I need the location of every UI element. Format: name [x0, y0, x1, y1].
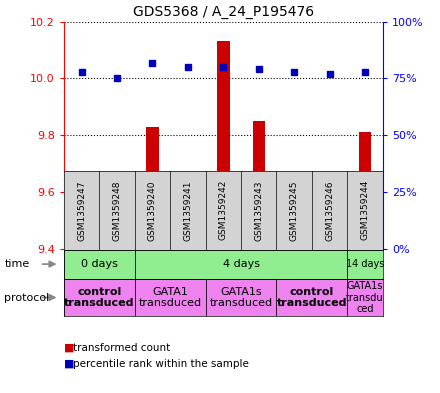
Bar: [359, 132, 371, 249]
Bar: [323, 246, 336, 249]
Text: GSM1359240: GSM1359240: [148, 180, 157, 241]
Text: protocol: protocol: [4, 293, 50, 303]
Bar: [64, 250, 135, 279]
Text: GSM1359245: GSM1359245: [290, 180, 299, 241]
Text: GSM1359244: GSM1359244: [360, 180, 370, 241]
Text: control
transduced: control transduced: [64, 287, 135, 309]
Text: 14 days: 14 days: [346, 259, 384, 269]
Bar: [276, 279, 347, 316]
Text: ■: ■: [64, 343, 74, 353]
Bar: [205, 279, 276, 316]
Bar: [288, 178, 301, 249]
Title: GDS5368 / A_24_P195476: GDS5368 / A_24_P195476: [133, 5, 314, 19]
Text: GSM1359246: GSM1359246: [325, 180, 334, 241]
Text: time: time: [4, 259, 29, 269]
Bar: [182, 246, 194, 249]
Text: control
transduced: control transduced: [277, 287, 347, 309]
Bar: [217, 42, 230, 249]
Text: ■: ■: [64, 358, 74, 369]
Text: GSM1359248: GSM1359248: [113, 180, 121, 241]
Bar: [75, 198, 88, 249]
Text: GATA1s
transdu
ced: GATA1s transdu ced: [346, 281, 384, 314]
Bar: [111, 243, 123, 249]
Text: GSM1359247: GSM1359247: [77, 180, 86, 241]
Bar: [135, 250, 347, 279]
Text: 0 days: 0 days: [81, 259, 117, 269]
Bar: [146, 127, 158, 249]
Text: GSM1359241: GSM1359241: [183, 180, 192, 241]
Text: transformed count: transformed count: [73, 343, 170, 353]
Text: GSM1359242: GSM1359242: [219, 180, 228, 241]
Text: GATA1
transduced: GATA1 transduced: [139, 287, 202, 309]
Bar: [347, 250, 383, 279]
Bar: [135, 279, 205, 316]
Text: percentile rank within the sample: percentile rank within the sample: [73, 358, 249, 369]
Text: GATA1s
transduced: GATA1s transduced: [209, 287, 273, 309]
Bar: [253, 121, 265, 249]
Bar: [347, 279, 383, 316]
Bar: [64, 279, 135, 316]
Text: GSM1359243: GSM1359243: [254, 180, 263, 241]
Text: 4 days: 4 days: [223, 259, 260, 269]
